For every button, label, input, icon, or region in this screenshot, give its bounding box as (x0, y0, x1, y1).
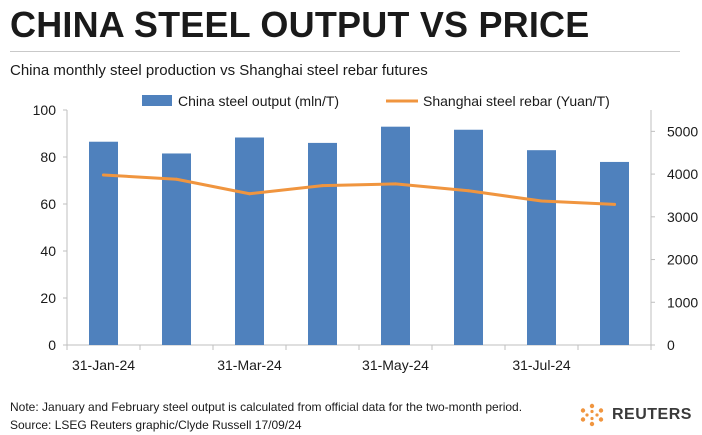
bar-29-Feb-24 (162, 153, 191, 345)
x-tick-label: 31-Jan-24 (72, 357, 135, 373)
y-left-tick-label: 40 (40, 243, 56, 259)
y-left-tick-label: 80 (40, 149, 56, 165)
y-right-tick-label: 4000 (667, 166, 698, 182)
bar-31-Jan-24 (89, 141, 118, 345)
y-right-tick-label: 3000 (667, 209, 698, 225)
x-tick-label: 31-May-24 (362, 357, 429, 373)
y-left-tick-label: 60 (40, 196, 56, 212)
legend-label-output: China steel output (mln/T) (178, 93, 339, 109)
bar-30-Jun-24 (454, 129, 483, 345)
rebar-point-31-Jan-24 (102, 173, 105, 177)
reuters-logo-text: REUTERS (612, 406, 692, 423)
x-tick-label: 31-Mar-24 (217, 357, 282, 373)
chart-title: CHINA STEEL OUTPUT VS PRICE (10, 4, 590, 45)
bar-31-Mar-24 (235, 137, 264, 345)
y-left-tick-label: 100 (33, 102, 57, 118)
y-right-tick-label: 1000 (667, 294, 698, 310)
x-tick-label: 31-Jul-24 (512, 357, 571, 373)
bar-31-Jul-24 (527, 150, 556, 345)
bar-31-May-24 (381, 126, 410, 345)
y-left-tick-label: 0 (48, 337, 56, 353)
rebar-point-29-Feb-24 (175, 177, 178, 181)
y-right-tick-label: 0 (667, 337, 675, 353)
y-right-tick-label: 2000 (667, 252, 698, 268)
source-credit: Source: LSEG Reuters graphic/Clyde Russe… (10, 418, 302, 432)
bar-31-Aug-24 (600, 161, 629, 345)
y-right-tick-label: 5000 (667, 123, 698, 139)
reuters-logo: REUTERS (576, 402, 696, 428)
legend-swatch-output (142, 95, 172, 106)
rebar-point-31-May-24 (394, 182, 397, 186)
chart-canvas: 02040608010001000200030004000500031-Jan-… (33, 93, 699, 373)
rebar-point-30-Apr-24 (321, 184, 324, 188)
bar-30-Apr-24 (308, 142, 337, 345)
footnote: Note: January and February steel output … (10, 400, 523, 414)
rebar-price-line (102, 173, 616, 206)
rebar-point-30-Jun-24 (467, 189, 470, 193)
rebar-point-31-Mar-24 (248, 192, 251, 196)
title-divider (10, 51, 680, 52)
rebar-point-31-Aug-24 (613, 202, 616, 206)
legend-label-rebar: Shanghai steel rebar (Yuan/T) (423, 93, 610, 109)
reuters-logo-icon (580, 403, 604, 427)
chart-subtitle: China monthly steel production vs Shangh… (10, 62, 428, 79)
rebar-point-31-Jul-24 (540, 199, 543, 203)
y-left-tick-label: 20 (40, 290, 56, 306)
